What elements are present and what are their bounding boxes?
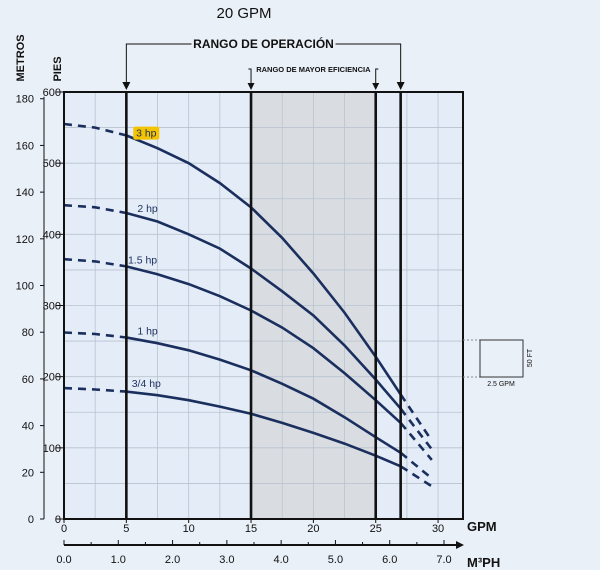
- left-tick-label: 20: [22, 467, 34, 479]
- x2-axis-title: M³PH: [467, 555, 500, 570]
- eff-bracket-left: [248, 68, 252, 86]
- curve-1-hp: [126, 336, 402, 454]
- op-arrow-left: [122, 82, 131, 90]
- right-tick-label: 300: [43, 301, 61, 313]
- operating-range-label: RANGO DE OPERACIÓN: [193, 36, 334, 51]
- scale-box-height-label: 50 FT: [527, 348, 534, 367]
- curve-3-hp-label: 3 hp: [136, 128, 157, 140]
- op-arrow-right: [396, 82, 405, 90]
- pump-curves: 3 hp 2 hp 1.5 hp 1 hp 3/4 hp: [63, 122, 433, 488]
- curve-1-5-hp-label: 1.5 hp: [128, 254, 157, 266]
- curve-1-hp-dash-right: [399, 451, 433, 480]
- curve-3-hp-dash-right: [399, 393, 433, 442]
- curve-3-hp-label-highlight: [133, 126, 160, 140]
- curve-2-hp: [125, 211, 402, 410]
- right-tick-label: 0: [55, 514, 61, 526]
- right-tick-label: 100: [43, 443, 61, 455]
- left-tick-label: 160: [16, 140, 34, 152]
- x2-tick-label: 3.0: [219, 554, 234, 566]
- x2-axis-arrow: [456, 541, 464, 549]
- right-axis: 0 100 200 300 400 500 600: [43, 87, 64, 526]
- right-tick-label: 400: [43, 229, 61, 241]
- eff-bracket-right: [375, 68, 379, 86]
- x2-tick-label: 5.0: [328, 554, 343, 566]
- right-tick-label: 600: [43, 87, 61, 99]
- op-bracket-left: [125, 43, 192, 86]
- op-bracket-right: [335, 43, 402, 86]
- chart-title: 20 GPM: [216, 5, 271, 22]
- curve-1-hp-dash-left: [63, 331, 127, 339]
- right-tick-label: 500: [43, 158, 61, 170]
- left-tick-label: 80: [22, 327, 34, 339]
- operating-range-bracket: [122, 43, 405, 90]
- x-axis: 0 5 10 15 20 25 30: [61, 519, 444, 535]
- left-tick-label: 60: [22, 374, 34, 386]
- range-lines: [125, 92, 402, 519]
- curve-3-hp: [125, 134, 402, 396]
- x-tick-label: 10: [183, 523, 195, 535]
- curve-3-4-hp-dash-left: [63, 386, 127, 393]
- x-tick-label: 0: [61, 523, 67, 535]
- x-tick-label: 20: [307, 523, 319, 535]
- scale-box: 2.5 GPM 50 FT: [463, 339, 534, 388]
- left-tick-label: 120: [16, 234, 34, 246]
- x-tick-label: 30: [432, 523, 444, 535]
- left-tick-label: 180: [16, 94, 34, 106]
- x2-tick-label: 6.0: [382, 554, 397, 566]
- x2-tick-label: 4.0: [273, 554, 288, 566]
- curve-1-5-hp: [125, 265, 402, 424]
- curve-1-5-hp-dash-left: [63, 257, 127, 268]
- left-axis: 0 20 40 60 80 100 120 140 160 180: [16, 94, 45, 526]
- x2-axis: 0.0 1.0 2.0 3.0 4.0 5.0 6.0 7.0: [56, 540, 464, 566]
- x2-tick-label: 7.0: [436, 554, 451, 566]
- x2-tick-label: 1.0: [111, 554, 126, 566]
- x-axis-title: GPM: [467, 519, 497, 534]
- curve-1-hp-label: 1 hp: [137, 325, 158, 337]
- right-tick-label: 200: [43, 372, 61, 384]
- efficiency-range-bracket: [247, 68, 380, 90]
- x-tick-label: 5: [123, 523, 129, 535]
- x-tick-label: 15: [245, 523, 257, 535]
- curve-3-hp-dash-left: [63, 122, 127, 137]
- curve-2-hp-label: 2 hp: [137, 203, 158, 215]
- efficiency-range-label: RANGO DE MAYOR EFICIENCIA: [256, 65, 371, 74]
- left-tick-label: 40: [22, 421, 34, 433]
- left-tick-label: 0: [28, 514, 34, 526]
- curve-3-4-hp-label: 3/4 hp: [132, 378, 161, 390]
- scale-box-width-label: 2.5 GPM: [487, 381, 515, 388]
- eff-arrow-right: [372, 83, 380, 90]
- left-tick-label: 100: [16, 281, 34, 293]
- eff-arrow-left: [247, 83, 255, 90]
- plot-frame: [63, 91, 464, 520]
- right-axis-title: PIES: [52, 56, 64, 81]
- x-tick-label: 25: [370, 523, 382, 535]
- curve-2-hp-dash-right: [399, 407, 433, 451]
- left-tick-label: 140: [16, 187, 34, 199]
- curve-3-4-hp: [126, 390, 402, 468]
- x2-tick-label: 0.0: [56, 554, 71, 566]
- curve-2-hp-dash-left: [63, 203, 127, 215]
- x2-tick-label: 2.0: [165, 554, 180, 566]
- left-axis-title: METROS: [15, 34, 27, 81]
- curve-3-4-hp-dash-right: [399, 465, 433, 488]
